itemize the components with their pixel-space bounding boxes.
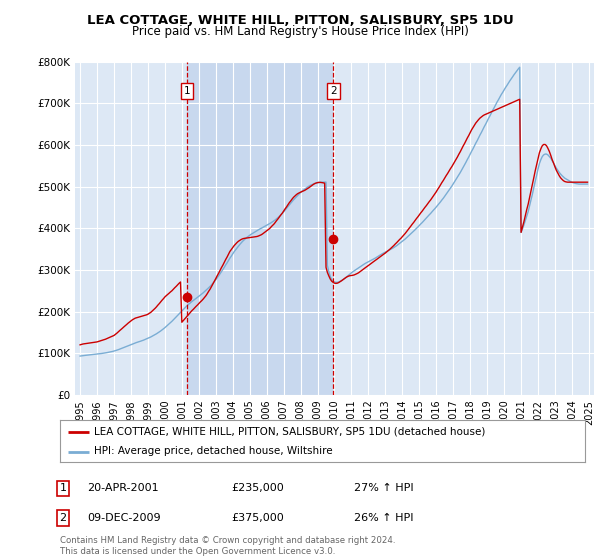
Text: 27% ↑ HPI: 27% ↑ HPI bbox=[354, 483, 413, 493]
Text: 09-DEC-2009: 09-DEC-2009 bbox=[87, 513, 161, 523]
Text: Price paid vs. HM Land Registry's House Price Index (HPI): Price paid vs. HM Land Registry's House … bbox=[131, 25, 469, 38]
Text: LEA COTTAGE, WHITE HILL, PITTON, SALISBURY, SP5 1DU: LEA COTTAGE, WHITE HILL, PITTON, SALISBU… bbox=[86, 14, 514, 27]
Text: 2: 2 bbox=[59, 513, 67, 523]
Text: 1: 1 bbox=[59, 483, 67, 493]
Text: 2: 2 bbox=[330, 86, 337, 96]
Text: LEA COTTAGE, WHITE HILL, PITTON, SALISBURY, SP5 1DU (detached house): LEA COTTAGE, WHITE HILL, PITTON, SALISBU… bbox=[94, 427, 485, 437]
Text: £235,000: £235,000 bbox=[231, 483, 284, 493]
Text: 26% ↑ HPI: 26% ↑ HPI bbox=[354, 513, 413, 523]
Text: Contains HM Land Registry data © Crown copyright and database right 2024.
This d: Contains HM Land Registry data © Crown c… bbox=[60, 536, 395, 556]
Text: HPI: Average price, detached house, Wiltshire: HPI: Average price, detached house, Wilt… bbox=[94, 446, 333, 456]
Text: £375,000: £375,000 bbox=[231, 513, 284, 523]
Text: 20-APR-2001: 20-APR-2001 bbox=[87, 483, 158, 493]
Bar bbox=[187, 62, 333, 395]
Text: 1: 1 bbox=[184, 86, 190, 96]
